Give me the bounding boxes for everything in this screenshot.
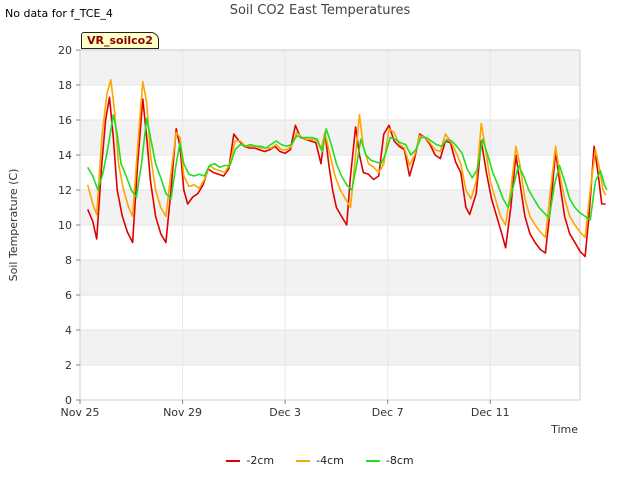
legend-item: -2cm: [226, 454, 274, 467]
series-line-4cm: [86, 79, 607, 239]
legend-item: -8cm: [365, 454, 414, 467]
y-tick-label: 18: [58, 79, 72, 92]
legend-item: -4cm: [296, 454, 344, 467]
y-tick-label: 4: [65, 324, 72, 337]
grid-band: [80, 50, 580, 85]
x-tick-label: Dec 11: [471, 406, 510, 419]
chart-title: Soil CO2 East Temperatures: [229, 3, 411, 18]
y-tick-label: 16: [58, 114, 72, 127]
y-tick-label: 8: [65, 254, 72, 267]
y-tick-label: 14: [58, 149, 72, 162]
grid-band: [80, 330, 580, 365]
site-tag-badge: VR_soilco2: [81, 32, 159, 49]
y-tick-label: 20: [58, 44, 72, 57]
series-line-8cm: [87, 114, 608, 221]
x-tick-label: Dec 3: [269, 406, 301, 419]
grid-band: [80, 190, 580, 225]
grid-band: [80, 260, 580, 295]
y-tick-label: 6: [65, 289, 72, 302]
legend-swatch: [365, 459, 380, 462]
x-tick-label: Nov 25: [61, 406, 100, 419]
legend-swatch: [296, 459, 311, 462]
y-tick-label: 0: [65, 394, 72, 407]
y-tick-label: 10: [58, 219, 72, 232]
x-tick-label: Nov 29: [163, 406, 202, 419]
y-axis-label: Soil Temperature (C): [7, 169, 20, 282]
grid-band: [80, 120, 580, 155]
legend-label: -4cm: [316, 454, 344, 467]
no-data-note: No data for f_TCE_4: [5, 7, 113, 20]
x-tick-label: Dec 7: [372, 406, 404, 419]
legend-swatch: [226, 459, 241, 462]
y-tick-label: 12: [58, 184, 72, 197]
legend-label: -8cm: [385, 454, 414, 467]
y-tick-label: 2: [65, 359, 72, 372]
x-axis-label: Time: [550, 423, 578, 436]
legend-label: -2cm: [246, 454, 275, 467]
legend: -2cm -4cm -8cm: [0, 454, 640, 467]
